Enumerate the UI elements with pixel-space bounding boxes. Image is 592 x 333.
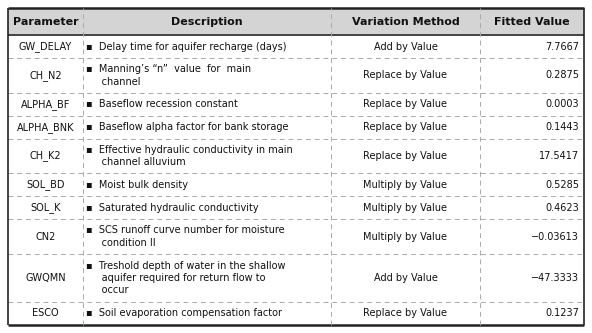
Bar (8, 58, 584, 93)
Text: aquifer required for return flow to: aquifer required for return flow to (86, 273, 265, 283)
Bar (8, 254, 584, 302)
Bar (8, 219, 584, 254)
Text: ▪  Baseflow alpha factor for bank storage: ▪ Baseflow alpha factor for bank storage (86, 122, 288, 132)
Text: 0.1443: 0.1443 (545, 122, 579, 132)
Text: Replace by Value: Replace by Value (363, 122, 448, 132)
Text: channel: channel (86, 77, 140, 87)
Text: ALPHA_BF: ALPHA_BF (21, 99, 70, 110)
Text: ▪  Manning’s “n”  value  for  main: ▪ Manning’s “n” value for main (86, 64, 251, 74)
Bar (8, 35, 584, 58)
Text: −0.03613: −0.03613 (531, 231, 579, 242)
Text: 0.4623: 0.4623 (545, 203, 579, 213)
Text: GWQMN: GWQMN (25, 273, 66, 283)
Text: Fitted Value: Fitted Value (494, 17, 570, 27)
Text: Multiply by Value: Multiply by Value (363, 231, 448, 242)
Text: ▪  Soil evaporation compensation factor: ▪ Soil evaporation compensation factor (86, 308, 282, 318)
Text: CH_K2: CH_K2 (30, 151, 61, 162)
Text: occur: occur (86, 285, 128, 295)
Text: Replace by Value: Replace by Value (363, 151, 448, 161)
Text: CN2: CN2 (36, 231, 56, 242)
Bar (8, 139, 584, 173)
Text: ▪  Saturated hydraulic conductivity: ▪ Saturated hydraulic conductivity (86, 203, 259, 213)
Bar (8, 302, 584, 325)
Text: 0.0003: 0.0003 (545, 99, 579, 109)
Text: ▪  Moist bulk density: ▪ Moist bulk density (86, 180, 188, 190)
Text: ▪  SCS runoff curve number for moisture: ▪ SCS runoff curve number for moisture (86, 225, 285, 235)
Text: Multiply by Value: Multiply by Value (363, 203, 448, 213)
Bar (8, 196, 584, 219)
Text: GW_DELAY: GW_DELAY (19, 41, 72, 52)
Text: condition II: condition II (86, 238, 156, 248)
Bar (8, 116, 584, 139)
Text: 17.5417: 17.5417 (539, 151, 579, 161)
Text: Parameter: Parameter (12, 17, 78, 27)
Text: Replace by Value: Replace by Value (363, 71, 448, 81)
Text: CH_N2: CH_N2 (29, 70, 62, 81)
Text: Add by Value: Add by Value (374, 42, 437, 52)
Text: Add by Value: Add by Value (374, 273, 437, 283)
Text: ALPHA_BNK: ALPHA_BNK (17, 122, 74, 133)
Text: 7.7667: 7.7667 (545, 42, 579, 52)
Bar (8, 173, 584, 196)
Text: SOL_K: SOL_K (30, 202, 61, 213)
Bar (8, 8, 584, 35)
Text: SOL_BD: SOL_BD (26, 179, 65, 190)
Text: Replace by Value: Replace by Value (363, 99, 448, 109)
Text: 0.2875: 0.2875 (545, 71, 579, 81)
Text: ▪  Delay time for aquifer recharge (days): ▪ Delay time for aquifer recharge (days) (86, 42, 287, 52)
Text: ▪  Baseflow recession constant: ▪ Baseflow recession constant (86, 99, 238, 109)
Text: ▪  Effective hydraulic conductivity in main: ▪ Effective hydraulic conductivity in ma… (86, 145, 292, 155)
Text: Replace by Value: Replace by Value (363, 308, 448, 318)
Bar (8, 93, 584, 116)
Text: Variation Method: Variation Method (352, 17, 459, 27)
Text: 0.1237: 0.1237 (545, 308, 579, 318)
Text: 0.5285: 0.5285 (545, 180, 579, 190)
Text: ESCO: ESCO (32, 308, 59, 318)
Text: ▪  Treshold depth of water in the shallow: ▪ Treshold depth of water in the shallow (86, 260, 285, 270)
Text: Description: Description (171, 17, 243, 27)
Text: channel alluvium: channel alluvium (86, 158, 185, 167)
Text: Multiply by Value: Multiply by Value (363, 180, 448, 190)
Text: −47.3333: −47.3333 (531, 273, 579, 283)
